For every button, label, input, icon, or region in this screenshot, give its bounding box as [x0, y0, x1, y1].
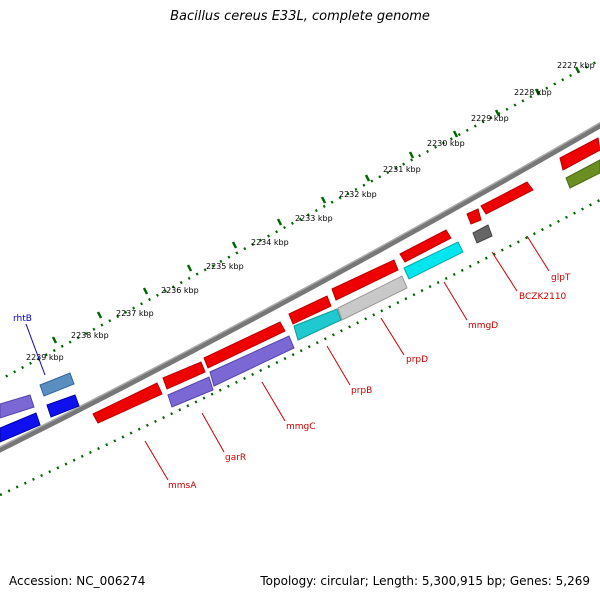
- gene-feature: [472, 224, 493, 244]
- ruler-label: 2234 kbp: [251, 238, 289, 247]
- reverse-strand-genes: [0, 159, 600, 443]
- ruler-label: 2238 kbp: [71, 331, 109, 340]
- gene-label-bczk2110: BCZK2110: [519, 292, 567, 302]
- gene-feature: [559, 137, 600, 171]
- gene-feature: [288, 295, 332, 325]
- label-leader: [25, 323, 46, 376]
- gene-label-prpb: prpB: [351, 386, 372, 396]
- forward-strand-genes: [0, 137, 600, 419]
- gene-label-gltp: glpT: [551, 273, 571, 283]
- gene-feature: [403, 241, 464, 280]
- gene-label-mmgc: mmgC: [286, 422, 316, 432]
- gene-labels: glpT BCZK2110 mmgD prpD prpB mmgC garR m…: [168, 273, 571, 491]
- ruler-label: 2228 kbp: [514, 88, 552, 97]
- label-leaders: [144, 235, 550, 481]
- gene-feature: [0, 412, 41, 443]
- ruler-inner-arc: [0, 198, 600, 497]
- gene-label-mmgd: mmgD: [468, 321, 498, 331]
- gene-feature: [39, 372, 75, 397]
- accession-text: Accession: NC_006274: [9, 574, 146, 588]
- gene-label-mmsa: mmsA: [168, 481, 197, 491]
- gene-feature: [466, 208, 482, 225]
- gene-feature: [46, 394, 80, 418]
- ruler-label: 2227 kbp: [557, 61, 595, 70]
- gene-feature: [565, 159, 600, 189]
- genome-title: Bacillus cereus E33L, complete genome: [170, 9, 430, 24]
- gene-feature: [167, 376, 214, 408]
- ruler-labels: 2227 kbp 2228 kbp 2229 kbp 2230 kbp 2231…: [26, 61, 595, 362]
- gene-feature: [331, 259, 399, 301]
- gene-label-prpd: prpD: [406, 355, 428, 365]
- ruler-label: 2232 kbp: [339, 190, 377, 199]
- backbone: [0, 121, 600, 453]
- genome-stats-text: Topology: circular; Length: 5,300,915 bp…: [260, 574, 590, 588]
- ruler-label: 2237 kbp: [116, 309, 154, 318]
- ruler-label: 2231 kbp: [383, 165, 421, 174]
- gene-feature: [337, 275, 408, 321]
- ruler-label: 2239 kbp: [26, 353, 64, 362]
- gene-feature: [480, 181, 534, 215]
- gene-label-rhtb: rhtB: [13, 314, 32, 324]
- ruler-major-ticks: [51, 66, 581, 344]
- gene-feature: [293, 308, 342, 341]
- gene-feature: [162, 361, 206, 390]
- ruler-label: 2229 kbp: [471, 114, 509, 123]
- gene-feature: [92, 382, 163, 424]
- ruler-label: 2235 kbp: [206, 262, 244, 271]
- ruler-label: 2230 kbp: [427, 139, 465, 148]
- gene-feature: [203, 321, 286, 369]
- ruler-label: 2236 kbp: [161, 286, 199, 295]
- gene-feature: [0, 394, 35, 419]
- gene-feature: [209, 335, 295, 387]
- gene-label-garr: garR: [225, 453, 246, 463]
- gene-feature: [399, 229, 452, 263]
- ruler-label: 2233 kbp: [295, 214, 333, 223]
